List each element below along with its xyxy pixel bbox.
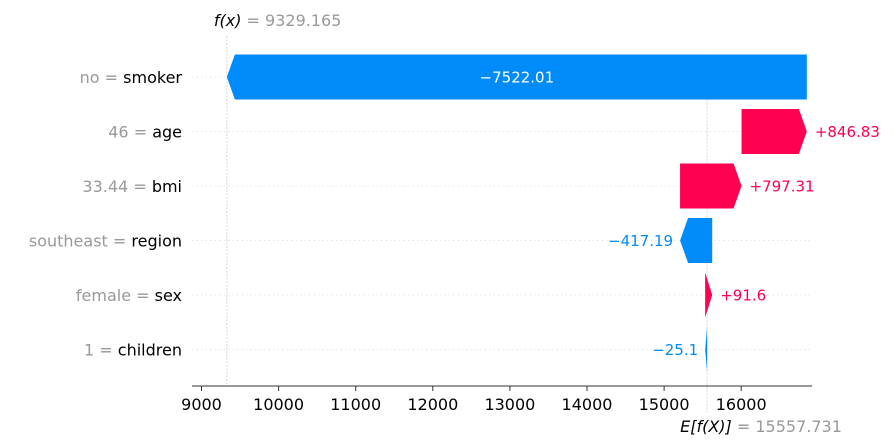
bar-age xyxy=(741,109,807,154)
feature-equals: = xyxy=(108,232,132,251)
x-tick-label: 16000 xyxy=(716,395,767,414)
feature-equals: = xyxy=(100,68,124,87)
bar-label-smoker: −7522.01 xyxy=(480,69,555,87)
efx-annotation: E[f(X)] = 15557.731 xyxy=(680,417,842,436)
fx-label: f(x) xyxy=(214,11,242,30)
bar-label-sex: +91.6 xyxy=(720,287,766,305)
x-tick-label: 11000 xyxy=(330,395,381,414)
feature-name: children xyxy=(118,341,182,360)
fx-annotation: f(x) = 9329.165 xyxy=(214,11,342,30)
bar-label-age: +846.83 xyxy=(815,123,880,141)
feature-value: 33.44 xyxy=(82,177,128,196)
feature-label-smoker: no = smoker xyxy=(80,68,183,87)
bar-region xyxy=(680,218,713,263)
feature-label-age: 46 = age xyxy=(108,123,182,142)
feature-name: smoker xyxy=(123,68,182,87)
feature-value: southeast xyxy=(29,232,108,251)
feature-equals: = xyxy=(131,286,155,305)
feature-equals: = xyxy=(94,341,118,360)
feature-name: sex xyxy=(155,286,182,305)
bar-sex xyxy=(705,272,713,318)
feature-label-bmi: 33.44 = bmi xyxy=(82,177,182,196)
bar-children xyxy=(705,327,708,372)
feature-equals: = xyxy=(129,123,153,142)
feature-value: 46 xyxy=(108,123,128,142)
feature-value: no xyxy=(80,68,100,87)
x-tick-label: 14000 xyxy=(562,395,613,414)
bar-label-children: −25.1 xyxy=(652,341,698,359)
x-tick-label: 10000 xyxy=(253,395,304,414)
feature-name: bmi xyxy=(152,177,182,196)
bar-smoker xyxy=(226,54,807,100)
feature-label-sex: female = sex xyxy=(76,286,182,305)
x-tick-label: 9000 xyxy=(181,395,222,414)
efx-label: E[f(X)] xyxy=(680,417,732,436)
efx-equals: = xyxy=(732,417,756,436)
feature-label-children: 1 = children xyxy=(84,341,182,360)
feature-value: 1 xyxy=(84,341,94,360)
feature-name: age xyxy=(152,123,182,142)
feature-equals: = xyxy=(128,177,152,196)
x-tick-label: 15000 xyxy=(639,395,690,414)
feature-label-region: southeast = region xyxy=(29,232,182,251)
x-tick-label: 12000 xyxy=(407,395,458,414)
bar-bmi xyxy=(680,163,742,209)
fx-equals: = xyxy=(241,11,265,30)
fx-value: 9329.165 xyxy=(265,11,341,30)
feature-name: region xyxy=(131,232,182,251)
x-tick-label: 13000 xyxy=(484,395,535,414)
bar-label-bmi: +797.31 xyxy=(750,178,815,196)
bar-label-region: −417.19 xyxy=(608,232,673,250)
feature-value: female xyxy=(76,286,131,305)
efx-value: 15557.731 xyxy=(755,417,842,436)
